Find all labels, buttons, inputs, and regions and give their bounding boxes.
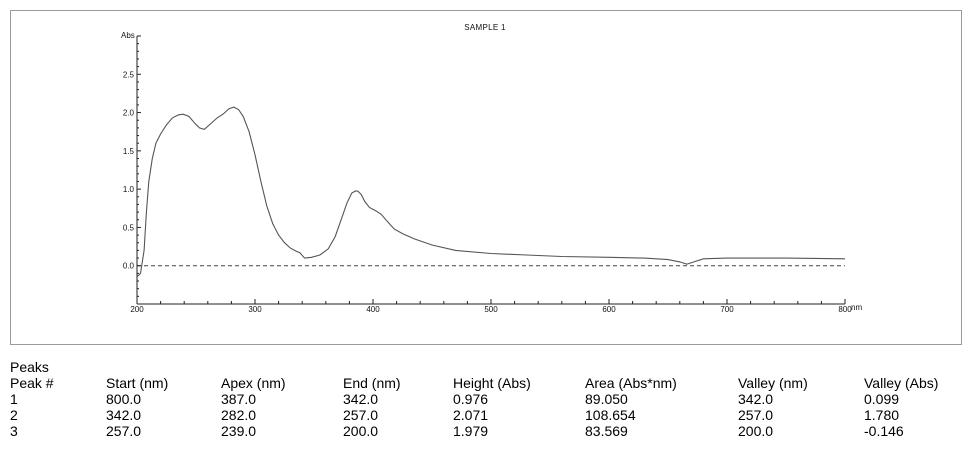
chart-title: SAMPLE 1: [464, 23, 506, 32]
table-cell: 342.0: [106, 407, 142, 423]
table-row: 1 800.0 387.0 342.0 0.976 89.050 342.0 0…: [10, 391, 954, 407]
table-cell: 257.0: [738, 407, 774, 423]
x-axis-title: nm: [851, 303, 862, 312]
peaks-section: Peaks Peak # Start (nm) Apex (nm) End (n…: [10, 359, 962, 440]
table-row: 3 257.0 239.0 200.0 1.979 83.569 200.0 -…: [10, 423, 954, 439]
x-tick-label: 200: [130, 305, 144, 314]
table-cell: 257.0: [343, 407, 379, 423]
chart-frame: SAMPLE 1 Abs nm 0.0 0.5 1.0 1.5 2.0 2.5 200 300…: [10, 10, 962, 345]
absorbance-line: [136, 106, 846, 278]
table-cell: 83.569: [585, 423, 628, 439]
peak-table: Peak # Start (nm) Apex (nm) End (nm) Hei…: [10, 375, 954, 439]
x-tick-label: 300: [248, 305, 262, 314]
column-header: Apex (nm): [221, 375, 286, 391]
table-cell: 1.780: [864, 407, 900, 423]
table-cell: 342.0: [738, 391, 774, 407]
x-tick-label: 600: [602, 305, 616, 314]
spectrum-plot: SAMPLE 1 Abs nm 0.0 0.5 1.0 1.5 2.0 2.5 200 300…: [121, 23, 862, 314]
table-cell: 282.0: [221, 407, 257, 423]
table-cell: 3: [10, 423, 18, 439]
y-tick-label: 0.0: [123, 262, 135, 271]
table-cell: 108.654: [585, 407, 636, 423]
y-axis-title: Abs: [121, 31, 135, 40]
peaks-heading: Peaks: [10, 359, 49, 375]
y-tick-label: 1.0: [123, 185, 135, 194]
table-cell: 1.979: [453, 423, 489, 439]
table-cell: 200.0: [343, 423, 379, 439]
y-tick-label: 1.5: [123, 147, 135, 156]
table-cell: 2: [10, 407, 18, 423]
column-header: Valley (nm): [738, 375, 808, 391]
peak-table-header: Peak # Start (nm) Apex (nm) End (nm) Hei…: [10, 375, 954, 391]
y-tick-label: 2.0: [123, 109, 135, 118]
x-tick-label: 800: [838, 305, 852, 314]
y-tick-label: 0.5: [123, 223, 135, 232]
column-header: Height (Abs): [453, 375, 531, 391]
table-cell: 800.0: [106, 391, 142, 407]
table-row: 2 342.0 282.0 257.0 2.071 108.654 257.0 …: [10, 407, 954, 423]
table-cell: 342.0: [343, 391, 379, 407]
y-tick-label: 2.5: [123, 70, 135, 79]
x-tick-label: 500: [484, 305, 498, 314]
table-cell: 257.0: [106, 423, 142, 439]
axis-ticks: 0.0 0.5 1.0 1.5 2.0 2.5 200 300 400 500 600 700 800: [123, 35, 852, 314]
table-cell: 239.0: [221, 423, 257, 439]
column-header: Valley (Abs): [864, 375, 939, 391]
table-cell: 387.0: [221, 391, 257, 407]
table-cell: 1: [10, 391, 18, 407]
column-header: Area (Abs*nm): [585, 375, 677, 391]
table-cell: 2.071: [453, 407, 489, 423]
x-tick-label: 700: [720, 305, 734, 314]
table-cell: -0.146: [864, 423, 904, 439]
x-tick-label: 400: [366, 305, 380, 314]
table-cell: 200.0: [738, 423, 774, 439]
table-cell: 89.050: [585, 391, 628, 407]
table-cell: 0.099: [864, 391, 900, 407]
column-header: End (nm): [343, 375, 401, 391]
column-header: Start (nm): [106, 375, 169, 391]
column-header: Peak #: [10, 375, 54, 391]
table-cell: 0.976: [453, 391, 489, 407]
